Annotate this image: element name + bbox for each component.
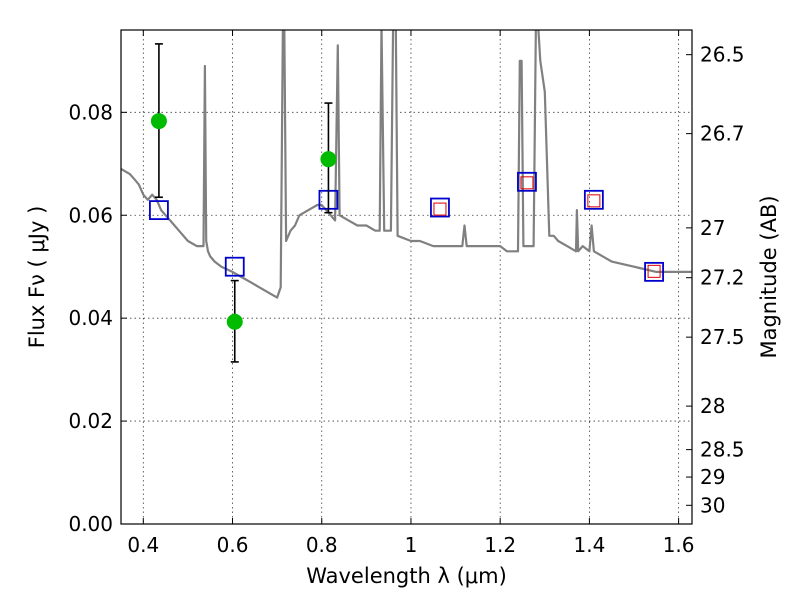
x-axis-label: Wavelength λ (μm) [306,564,507,588]
x-tick-label: 1 [405,533,418,557]
y2-tick-label: 27.2 [700,266,745,290]
y-axis-label: Flux Fν ( μJy ) [25,206,49,349]
model-flux-square [430,197,450,218]
grid-lines [121,30,692,525]
observed-flux-point [150,113,167,130]
model-flux-square [224,256,245,277]
axis-ticks [121,30,692,525]
y2-tick-label: 29 [700,465,725,489]
model-flux-square [517,171,537,192]
y2-tick-label: 30 [700,493,725,517]
tick-labels: 0.4 0.6 0.8 1 1.2 1.4 1.6 0.00 0.02 0.04 0.06 0.08 2… [68,43,744,557]
photometry-points [149,43,664,363]
y2-tick-label: 27.5 [700,325,745,349]
model-flux-square-red [647,264,661,278]
y-tick-label: 0.00 [68,512,113,536]
y-tick-label: 0.04 [68,306,113,330]
x-tick-label: 1.6 [663,533,695,557]
plot-frame [120,29,693,525]
model-flux-square-red [433,202,447,216]
model-flux-square [583,189,604,210]
y2-tick-label: 26.5 [700,43,745,67]
model-flux-square-red [520,176,534,190]
y-tick-label: 0.06 [68,203,113,227]
x-tick-label: 1.2 [484,533,516,557]
y-tick-label: 0.08 [68,100,113,124]
x-tick-label: 0.8 [306,533,338,557]
spectrum-line [121,30,692,299]
y2-tick-label: 26.7 [700,122,745,146]
model-flux-square [149,200,169,221]
model-flux-square [644,261,664,282]
y2-tick-label: 28.5 [700,438,745,462]
observed-flux-point [226,313,243,330]
y2-tick-label: 28 [700,394,725,418]
y2-tick-label: 27 [700,216,725,240]
model-spectrum [121,30,692,299]
model-flux-square-red [587,194,601,208]
y2-axis-label: Magnitude (AB) [757,195,781,358]
x-tick-label: 0.4 [127,533,159,557]
observed-flux-point [320,151,337,168]
x-tick-label: 1.4 [573,533,605,557]
x-tick-label: 0.6 [217,533,249,557]
y-tick-label: 0.02 [68,409,113,433]
